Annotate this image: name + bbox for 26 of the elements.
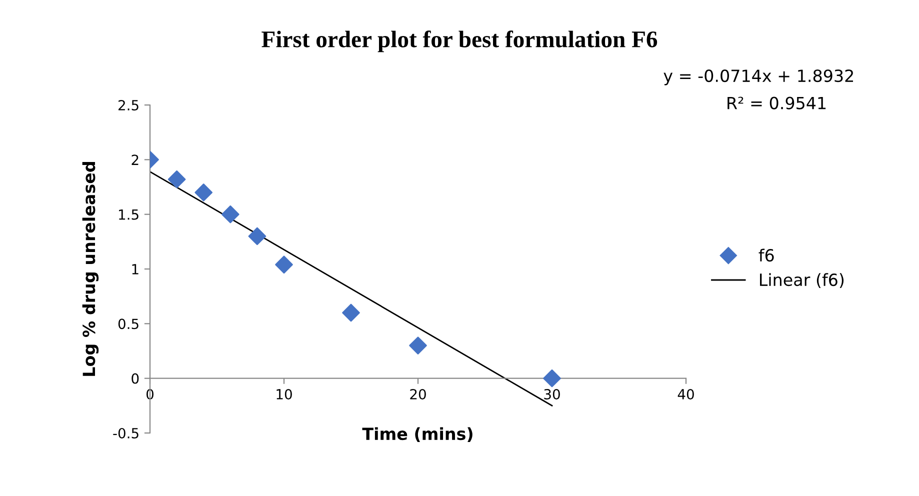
y-tick-label: 0.5	[118, 318, 138, 330]
y-tick-label: 2	[132, 154, 138, 165]
x-tick-label: 20	[410, 388, 426, 400]
point	[543, 369, 561, 388]
x-axis-title: Time (mins)	[362, 427, 472, 442]
y-tick-label: 1	[132, 264, 138, 274]
point	[409, 336, 427, 354]
text: y = -0.0714x + 1.8932	[664, 69, 853, 86]
point	[275, 256, 293, 274]
legend-label: Linear (f6)	[760, 273, 844, 288]
point	[221, 205, 240, 224]
x-tick-label: 40	[678, 388, 694, 400]
y-axis-title: Log % drug unreleased	[82, 162, 99, 376]
point	[342, 304, 360, 322]
x-tick-label: 30	[544, 388, 560, 400]
y-tick-label: 0	[132, 373, 139, 384]
point	[248, 227, 266, 246]
x-tick-label: 10	[276, 388, 292, 400]
point	[168, 170, 186, 188]
text: R² = 0.9541	[728, 96, 826, 110]
point	[194, 184, 213, 202]
chart-title: First order plot for best formulation F6	[262, 30, 658, 52]
y-tick-label: 2.5	[118, 100, 138, 110]
legend-label: f6	[758, 248, 774, 262]
y-tick-label: -0.5	[113, 428, 138, 438]
y-tick-label: 1.5	[119, 209, 138, 220]
